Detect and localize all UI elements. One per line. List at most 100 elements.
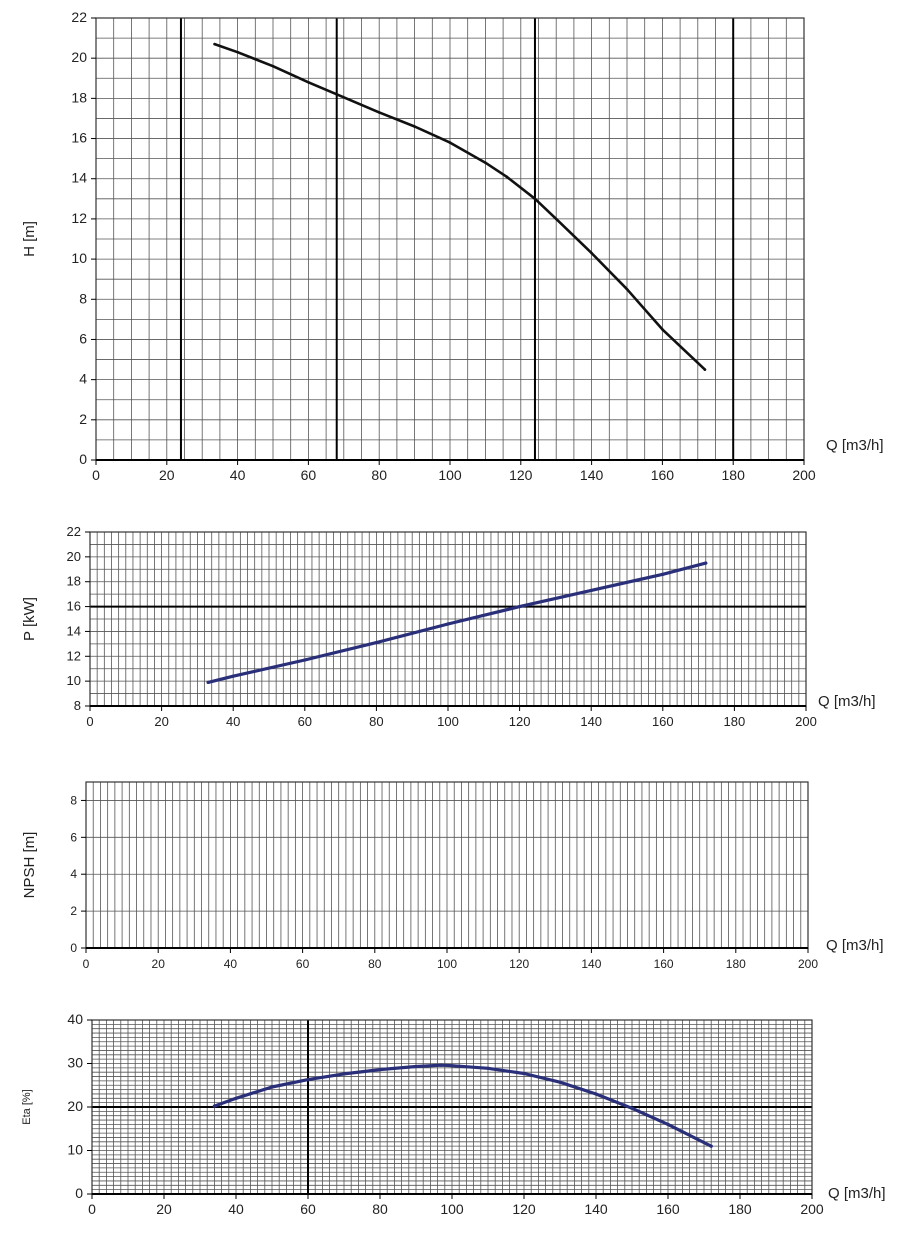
efficiency-data-point [558, 1080, 562, 1084]
y-tick-label: 6 [79, 330, 87, 346]
power-data-point [518, 604, 522, 609]
x-axis-label: Q [m3/h] [828, 1185, 886, 1202]
head-data-point [335, 93, 339, 96]
y-tick-label: 8 [70, 793, 77, 807]
power-data-point [661, 572, 665, 576]
power-data-point [589, 588, 593, 593]
y-tick-label: 18 [71, 89, 87, 105]
chart-power: 0 20 40 60 80 100 120 140 160 180 200 8 10 12 14 16 18 20… [21, 524, 876, 729]
x-tick-label: 100 [438, 467, 462, 483]
x-tick-label: 200 [800, 1201, 824, 1217]
efficiency-data-point [439, 1063, 443, 1067]
x-tick-label: 40 [230, 467, 246, 483]
y-tick-label: 14 [71, 170, 87, 186]
y-tick-label: 6 [70, 830, 77, 844]
chart-efficiency: 0 20 40 60 80 100 120 140 160 180 200 0 10 20 30 40 Q [m… [21, 1011, 886, 1217]
efficiency-data-point [414, 1064, 418, 1069]
y-tick-label: 40 [67, 1011, 83, 1027]
power-data-point [374, 641, 378, 645]
y-tick-label: 10 [67, 673, 81, 688]
efficiency-data-point [450, 1064, 454, 1068]
x-tick-label: 20 [152, 957, 166, 971]
x-tick-label: 180 [728, 1201, 752, 1217]
x-tick-label: 0 [88, 1201, 96, 1217]
x-tick-label: 100 [437, 714, 459, 729]
grid [95, 17, 805, 461]
y-tick-label: 22 [67, 524, 81, 539]
head-data-point [590, 251, 593, 255]
head-data-point [661, 328, 664, 331]
x-tick-label: 100 [440, 1201, 464, 1217]
head-data-point [703, 368, 707, 371]
x-tick-label: 200 [795, 714, 817, 729]
power-data-point [303, 658, 307, 662]
y-axis-label: H [m] [21, 221, 38, 257]
x-tick-label: 140 [580, 467, 604, 483]
x-tick-label: 100 [437, 957, 457, 971]
x-tick-label: 120 [512, 1201, 536, 1217]
x-axis-label: Q [m3/h] [826, 937, 884, 954]
efficiency-data-point [342, 1072, 346, 1076]
y-tick-label: 0 [70, 941, 77, 955]
y-axis-label: NPSH [m] [21, 832, 38, 899]
head-data-point [307, 80, 310, 84]
x-axis-label: Q [m3/h] [818, 693, 876, 710]
x-tick-label: 80 [371, 467, 387, 483]
power-data-point [206, 680, 210, 684]
y-tick-label: 8 [79, 290, 87, 306]
x-tick-label: 0 [86, 714, 93, 729]
y-tick-label: 0 [79, 451, 87, 467]
y-tick-label: 18 [67, 574, 81, 589]
y-tick-label: 0 [75, 1185, 83, 1201]
head-data-point [236, 50, 239, 54]
y-tick-label: 14 [67, 623, 81, 638]
power-data-point [704, 561, 708, 565]
y-tick-label: 20 [71, 49, 87, 65]
y-tick-label: 20 [67, 549, 81, 564]
x-tick-label: 180 [726, 957, 746, 971]
x-axis-label: Q [m3/h] [826, 437, 884, 454]
chart-head: 0 20 40 60 80 100 120 140 160 180 200 0 2 4 6 8 10 12 14 16… [21, 9, 884, 483]
y-tick-label: 4 [79, 371, 87, 387]
y-tick-label: 4 [70, 867, 77, 881]
y-tick-label: 2 [70, 904, 77, 918]
x-tick-label: 160 [654, 957, 674, 971]
x-tick-label: 140 [581, 957, 601, 971]
x-tick-label: 40 [226, 714, 240, 729]
head-data-point [213, 42, 216, 46]
chart-npsh: 0 20 40 60 80 100 120 140 160 180 200 0 2 4 6 8 Q [m3/h]… [21, 781, 884, 971]
y-tick-label: 16 [71, 130, 87, 146]
efficiency-data-point [306, 1077, 310, 1082]
x-tick-label: 120 [509, 957, 529, 971]
x-tick-label: 160 [652, 714, 674, 729]
x-tick-label: 60 [300, 1201, 316, 1217]
grid [89, 531, 807, 707]
y-tick-label: 22 [71, 9, 87, 25]
y-tick-label: 12 [67, 648, 81, 663]
x-tick-label: 160 [656, 1201, 680, 1217]
efficiency-data-point [522, 1071, 526, 1076]
y-tick-label: 20 [67, 1098, 83, 1114]
x-tick-label: 40 [224, 957, 238, 971]
head-data-point [625, 287, 629, 291]
y-tick-label: 30 [67, 1055, 83, 1071]
x-tick-label: 20 [154, 714, 168, 729]
x-tick-label: 0 [92, 467, 100, 483]
x-tick-label: 180 [722, 467, 746, 483]
y-tick-label: 10 [67, 1142, 83, 1158]
efficiency-data-point [594, 1092, 598, 1096]
x-tick-label: 60 [296, 957, 310, 971]
y-tick-label: 10 [71, 250, 87, 266]
x-tick-label: 140 [584, 1201, 608, 1217]
head-curve [213, 42, 707, 371]
y-tick-label: 16 [67, 599, 81, 614]
x-tick-label: 140 [580, 714, 602, 729]
x-tick-label: 40 [228, 1201, 244, 1217]
grid [85, 782, 809, 949]
y-axis-label: Eta [%] [21, 1089, 33, 1124]
power-curve [206, 561, 708, 685]
x-tick-label: 200 [798, 957, 818, 971]
efficiency-data-point [630, 1106, 634, 1110]
x-tick-label: 80 [368, 957, 382, 971]
